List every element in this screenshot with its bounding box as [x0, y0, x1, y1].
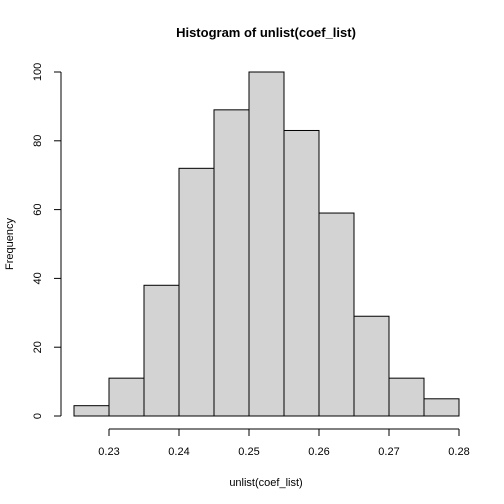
histogram-bar — [143, 284, 180, 417]
y-tick-label: 40 — [32, 272, 44, 284]
y-axis-label: Frequency — [4, 218, 16, 270]
x-axis-label: unlist(coef_list) — [229, 477, 302, 489]
y-tick-label: 100 — [32, 63, 44, 81]
y-tick-label: 20 — [32, 341, 44, 353]
x-axis: 0.23 0.24 0.25 0.26 0.27 0.28 — [98, 428, 470, 458]
y-tick-label: 60 — [32, 203, 44, 215]
y-axis: 0 20 40 60 80 100 — [32, 63, 62, 419]
histogram-bar — [318, 212, 355, 417]
histogram-bar — [178, 167, 215, 417]
x-tick-label: 0.24 — [168, 446, 189, 458]
y-tick-label: 0 — [32, 413, 44, 419]
x-tick-label: 0.25 — [238, 446, 259, 458]
histogram-bar — [213, 109, 250, 417]
histogram-bar — [73, 405, 110, 417]
histogram-bar — [283, 129, 320, 417]
histogram-bar — [248, 71, 285, 417]
histogram-bar — [353, 315, 390, 417]
x-tick-label: 0.28 — [448, 446, 469, 458]
histogram-bar — [108, 377, 145, 417]
histogram-bar — [388, 377, 425, 417]
bars-group — [73, 71, 460, 417]
x-tick-label: 0.27 — [378, 446, 399, 458]
histogram-bar — [423, 398, 460, 417]
x-tick-label: 0.26 — [308, 446, 329, 458]
x-tick-label: 0.23 — [98, 446, 119, 458]
y-tick-label: 80 — [32, 135, 44, 147]
chart-title: Histogram of unlist(coef_list) — [176, 25, 356, 40]
